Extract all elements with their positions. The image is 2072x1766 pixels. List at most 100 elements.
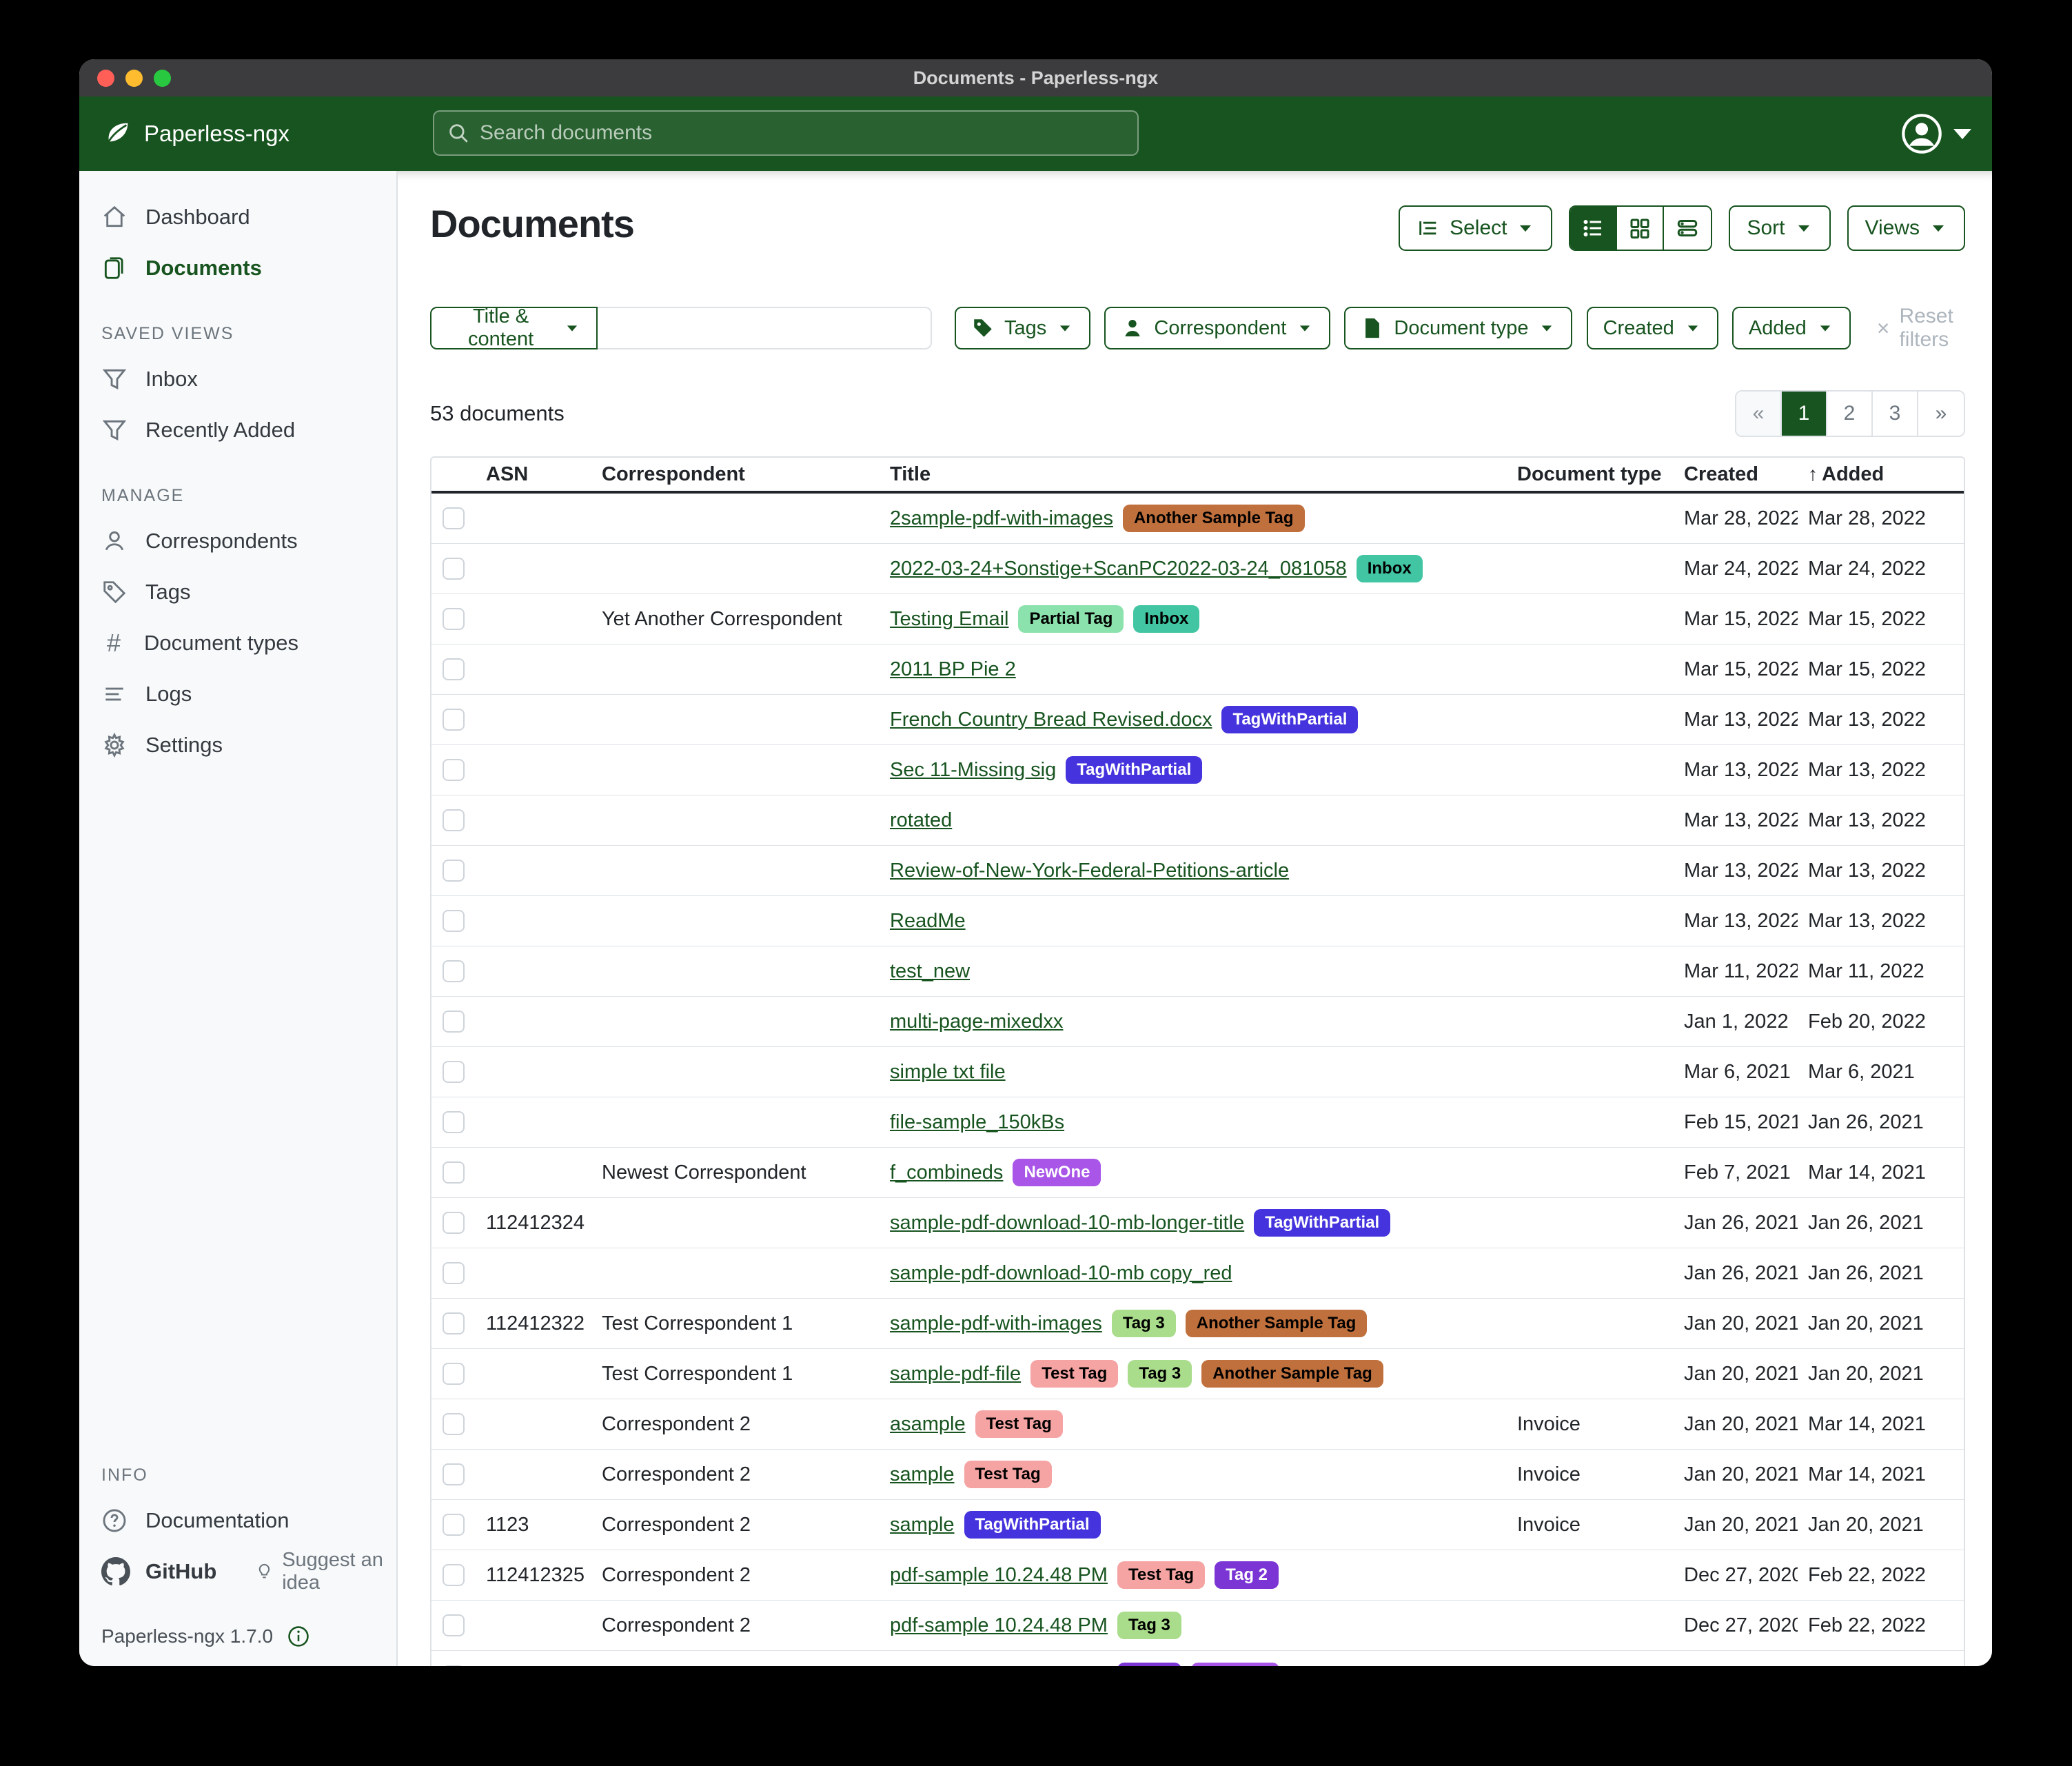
row-checkbox[interactable] xyxy=(443,608,465,630)
sidebar-item-dashboard[interactable]: Dashboard xyxy=(79,192,396,243)
pagination-next[interactable]: » xyxy=(1918,392,1964,436)
tag-pill[interactable]: Tag 3 xyxy=(1117,1612,1181,1639)
sidebar-item-correspondents[interactable]: Correspondents xyxy=(79,516,396,567)
row-checkbox[interactable] xyxy=(443,1161,465,1184)
title-content-dropdown-button[interactable]: Title & content xyxy=(430,305,598,350)
tag-pill[interactable]: Test Tag xyxy=(1117,1561,1206,1589)
zoom-window-button[interactable] xyxy=(154,69,171,87)
document-link[interactable]: 2022-03-24+Sonstige+ScanPC2022-03-24_081… xyxy=(890,557,1347,580)
row-checkbox[interactable] xyxy=(443,1111,465,1133)
brand[interactable]: Paperless-ngx xyxy=(101,118,290,150)
sidebar-item-inbox[interactable]: Inbox xyxy=(79,354,396,405)
view-details-button[interactable] xyxy=(1664,207,1712,250)
document-link[interactable]: Sec 11-Missing sig xyxy=(890,758,1057,781)
row-checkbox[interactable] xyxy=(443,658,465,680)
document-link[interactable]: 2sample-pdf-with-images xyxy=(890,507,1113,529)
close-window-button[interactable] xyxy=(97,69,114,87)
header-title[interactable]: Title xyxy=(890,463,931,485)
document-link[interactable]: Review-of-New-York-Federal-Petitions-art… xyxy=(890,859,1290,882)
tag-pill[interactable]: TagWithPartial xyxy=(1254,1209,1391,1237)
document-link[interactable]: asample xyxy=(890,1412,966,1435)
row-checkbox[interactable] xyxy=(443,1363,465,1385)
sidebar-item-documentation[interactable]: Documentation xyxy=(79,1495,396,1546)
sidebar-item-suggest-idea[interactable]: Suggest an idea xyxy=(255,1549,396,1594)
document-link[interactable]: sample-pdf-download-10-mb copy_red xyxy=(890,1261,1232,1284)
search-input[interactable] xyxy=(480,121,1125,145)
tag-pill[interactable]: TagWithPartial xyxy=(1221,706,1359,733)
views-dropdown-button[interactable]: Views xyxy=(1847,205,1965,251)
select-dropdown-button[interactable]: Select xyxy=(1399,205,1553,251)
row-checkbox[interactable] xyxy=(443,960,465,982)
tag-pill[interactable]: Inbox xyxy=(1356,555,1423,582)
document-link[interactable]: sample-pdf-with-images xyxy=(890,1312,1102,1334)
document-link[interactable]: pdf-sample 10.24.48 PM xyxy=(890,1614,1108,1636)
document-link[interactable]: French Country Bread Revised.docx xyxy=(890,708,1212,731)
row-checkbox[interactable] xyxy=(443,1413,465,1435)
row-checkbox[interactable] xyxy=(443,1665,465,1666)
sidebar-item-github[interactable]: GitHub xyxy=(79,1557,216,1586)
tag-pill[interactable]: NewOne xyxy=(1013,1159,1101,1186)
header-asn[interactable]: ASN xyxy=(486,463,529,485)
tag-pill[interactable]: NewOne xyxy=(1190,1662,1279,1666)
row-checkbox[interactable] xyxy=(443,558,465,580)
sidebar-item-tags[interactable]: Tags xyxy=(79,567,396,618)
document-link[interactable]: sample-pdf-download-10-mb-longer-title xyxy=(890,1211,1245,1234)
document-type-filter-button[interactable]: Document type xyxy=(1344,307,1573,349)
row-checkbox[interactable] xyxy=(443,809,465,831)
header-added[interactable]: ↑ Added xyxy=(1798,463,1964,486)
tag-pill[interactable]: Another Sample Tag xyxy=(1201,1360,1383,1388)
row-checkbox[interactable] xyxy=(443,759,465,781)
view-list-button[interactable] xyxy=(1570,207,1618,250)
document-link[interactable]: simple txt file xyxy=(890,1060,1006,1083)
document-link[interactable]: rotated xyxy=(890,809,953,831)
tag-pill[interactable]: Test Tag xyxy=(1030,1360,1119,1388)
sidebar-item-document-types[interactable]: # Document types xyxy=(79,618,396,669)
sort-dropdown-button[interactable]: Sort xyxy=(1729,205,1831,251)
tag-pill[interactable]: Test Tag xyxy=(964,1461,1052,1488)
document-link[interactable]: pdf-sample 10.24.48 PM xyxy=(890,1665,1108,1666)
document-link[interactable]: 2011 BP Pie 2 xyxy=(890,658,1016,680)
document-link[interactable]: sample-pdf-file xyxy=(890,1362,1022,1385)
title-content-filter-input[interactable] xyxy=(598,307,933,349)
created-filter-button[interactable]: Created xyxy=(1586,307,1718,349)
pagination-page-2[interactable]: 2 xyxy=(1827,392,1873,436)
row-checkbox[interactable] xyxy=(443,910,465,932)
row-checkbox[interactable] xyxy=(443,709,465,731)
tag-pill[interactable]: Partial Tag xyxy=(1018,605,1124,633)
correspondent-filter-button[interactable]: Correspondent xyxy=(1104,307,1331,349)
minimize-window-button[interactable] xyxy=(125,69,143,87)
tag-pill[interactable]: Tag 3 xyxy=(1111,1310,1176,1337)
document-link[interactable]: multi-page-mixedxx xyxy=(890,1010,1064,1033)
tag-pill[interactable]: Tag 3 xyxy=(1128,1360,1192,1388)
tag-pill[interactable]: Another Sample Tag xyxy=(1122,505,1305,532)
document-link[interactable]: f_combineds xyxy=(890,1161,1004,1184)
tags-filter-button[interactable]: Tags xyxy=(955,307,1091,349)
pagination-prev[interactable]: « xyxy=(1736,392,1782,436)
tag-pill[interactable]: TagWithPartial xyxy=(964,1511,1101,1539)
row-checkbox[interactable] xyxy=(443,1614,465,1636)
document-link[interactable]: file-sample_150kBs xyxy=(890,1110,1065,1133)
user-menu[interactable] xyxy=(1900,97,1971,171)
row-checkbox[interactable] xyxy=(443,1011,465,1033)
reset-filters-button[interactable]: × Reset filters xyxy=(1877,305,1965,352)
row-checkbox[interactable] xyxy=(443,1312,465,1334)
document-link[interactable]: Testing Email xyxy=(890,607,1009,630)
view-grid-button[interactable] xyxy=(1617,207,1665,250)
tag-pill[interactable]: Tag 2 xyxy=(1117,1662,1181,1666)
document-link[interactable]: pdf-sample 10.24.48 PM xyxy=(890,1563,1108,1586)
document-link[interactable]: sample xyxy=(890,1463,955,1485)
tag-pill[interactable]: Tag 2 xyxy=(1215,1561,1279,1589)
tag-pill[interactable]: Inbox xyxy=(1133,605,1200,633)
tag-pill[interactable]: TagWithPartial xyxy=(1066,756,1203,784)
added-filter-button[interactable]: Added xyxy=(1731,307,1851,349)
tag-pill[interactable]: Another Sample Tag xyxy=(1185,1310,1368,1337)
row-checkbox[interactable] xyxy=(443,507,465,529)
row-checkbox[interactable] xyxy=(443,1061,465,1083)
sidebar-item-logs[interactable]: Logs xyxy=(79,669,396,720)
row-checkbox[interactable] xyxy=(443,1212,465,1234)
sidebar-item-settings[interactable]: Settings xyxy=(79,720,396,771)
document-link[interactable]: test_new xyxy=(890,960,971,982)
sidebar-item-documents[interactable]: Documents xyxy=(79,243,396,294)
row-checkbox[interactable] xyxy=(443,1262,465,1284)
row-checkbox[interactable] xyxy=(443,1514,465,1536)
